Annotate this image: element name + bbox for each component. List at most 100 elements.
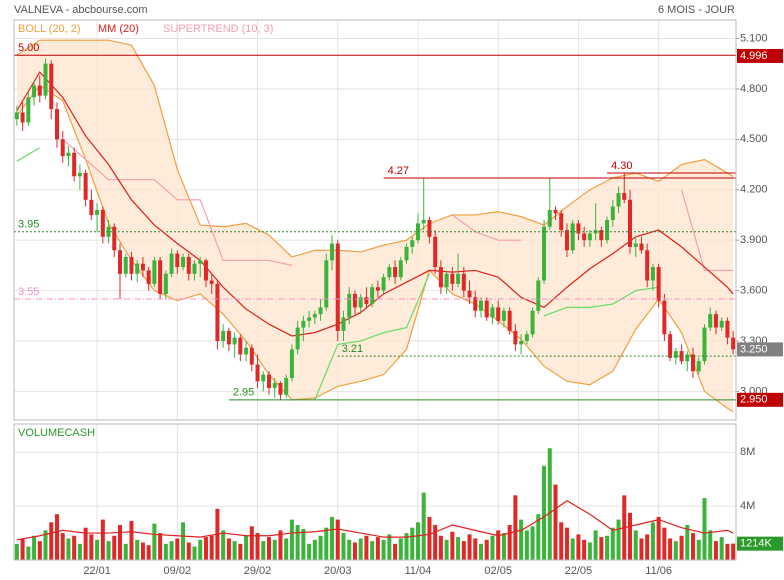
candle-body	[226, 330, 231, 345]
volume-bar	[318, 535, 323, 560]
candle-body	[26, 97, 31, 123]
volume-badge-label: 1214K	[740, 538, 772, 550]
candle-body	[691, 354, 696, 372]
volume-bar	[284, 538, 289, 560]
volume-bar	[702, 498, 707, 560]
volume-bar	[605, 535, 610, 560]
candle-body	[564, 230, 569, 251]
candle-body	[616, 193, 621, 207]
volume-bar	[26, 546, 31, 560]
candle-body	[375, 287, 380, 291]
y-tick-label: 3.900	[740, 234, 768, 246]
volume-bar	[542, 465, 547, 560]
volume-bar	[639, 538, 644, 560]
volume-bar	[278, 530, 283, 560]
volume-bar	[295, 524, 300, 560]
price-badge	[737, 392, 783, 407]
volume-bar	[364, 535, 369, 560]
volume-bar	[203, 537, 208, 560]
price-panel	[13, 19, 737, 421]
x-tick-label: 20/03	[324, 565, 352, 577]
volume-bar	[370, 541, 375, 560]
legend-mm: MM (20)	[98, 23, 139, 35]
candle-body	[547, 209, 552, 227]
candle-body	[610, 206, 615, 220]
volume-bar	[14, 543, 19, 560]
candle-body	[209, 280, 214, 284]
x-tick-label: 22/01	[83, 565, 111, 577]
volume-bar	[536, 514, 541, 560]
volume-bar	[43, 530, 48, 560]
price-badge-label: 2.950	[740, 394, 768, 406]
volume-bar	[181, 522, 186, 560]
volume-bar	[490, 535, 495, 560]
volume-bar	[272, 539, 277, 560]
candle-body	[553, 209, 558, 214]
volume-bar	[530, 526, 535, 560]
levels: 5.00 4.27 4.30 3.95 3.55 3.21 2.95	[14, 42, 736, 401]
volume-bar	[198, 539, 203, 560]
candle-body	[387, 267, 392, 278]
candle-body	[335, 243, 340, 331]
volume-bar	[289, 519, 294, 560]
volume-bar	[163, 543, 168, 560]
candle-body	[570, 223, 575, 251]
candle-body	[54, 109, 59, 140]
volume-bar	[444, 539, 449, 560]
candle-body	[123, 256, 128, 274]
candle-body	[685, 354, 690, 362]
candle-body	[668, 334, 673, 358]
volume-bar	[358, 538, 363, 560]
volume-bar	[519, 519, 524, 560]
candle-body	[656, 267, 661, 301]
candle-body	[20, 112, 25, 123]
volume-bar	[501, 533, 506, 560]
volume-bar	[696, 539, 701, 560]
volume-bar	[691, 533, 696, 560]
level-label: 3.21	[342, 343, 363, 355]
volume-bar	[553, 484, 558, 560]
candle-body	[467, 290, 472, 298]
volume-bar	[89, 534, 94, 560]
x-tick-label: 09/02	[164, 565, 192, 577]
volume-ma	[16, 500, 734, 541]
volume-bar	[513, 495, 518, 560]
volume-bar	[547, 448, 552, 560]
y-tick-label: 8M	[740, 446, 755, 458]
volume-bar	[112, 535, 117, 560]
candle-body	[83, 172, 88, 200]
volume-bar	[335, 519, 340, 560]
volume-bar	[387, 534, 392, 560]
supertrend-down	[680, 189, 734, 272]
candle-body	[484, 300, 489, 318]
candle-body	[341, 317, 346, 331]
candle-body	[410, 240, 415, 247]
volume-bar	[106, 541, 111, 560]
candle-body	[37, 85, 42, 96]
volume-bar	[140, 542, 145, 560]
volume-bar	[393, 543, 398, 560]
candle-body	[112, 226, 117, 251]
candle-body	[404, 246, 409, 261]
level-label: 5.00	[18, 42, 39, 54]
candle-body	[582, 233, 587, 241]
price-badge-label: 4.996	[740, 50, 768, 62]
volume-bar	[146, 545, 151, 560]
candle-body	[530, 310, 535, 335]
volume-bar	[450, 531, 455, 560]
volume-bar	[731, 543, 736, 560]
level-label: 4.30	[611, 160, 632, 172]
candle-body	[106, 226, 111, 237]
candle-body	[438, 267, 443, 288]
volume-bar	[118, 524, 123, 560]
candle-body	[673, 351, 678, 358]
volume-bar	[524, 530, 529, 560]
candle-body	[536, 280, 541, 311]
volume-bar	[330, 516, 335, 560]
candle-body	[295, 327, 300, 350]
volume-bar	[496, 530, 501, 560]
candle-body	[215, 283, 220, 342]
candle-body	[524, 334, 529, 342]
candle-body	[450, 273, 455, 284]
